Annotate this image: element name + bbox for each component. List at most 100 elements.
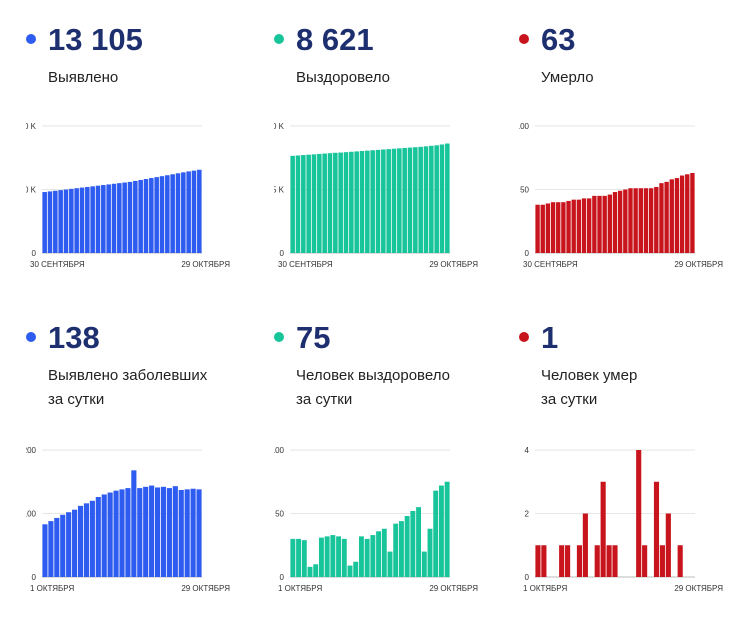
bar: [324, 536, 330, 577]
bar: [111, 183, 117, 253]
bar: [101, 494, 107, 577]
bar: [336, 536, 342, 577]
recovered-chart: 10 K 5 K 0 30 СЕНТЯБРЯ 29 ОКТЯБРЯ: [274, 122, 478, 269]
bar: [571, 199, 576, 253]
bar: [642, 545, 648, 577]
bar: [127, 181, 133, 253]
legend-dot: [274, 34, 284, 44]
panel-died-daily: 1 Человек умер за сутки 4 2 0 1 ОКТЯБРЯ 29 О…: [519, 320, 737, 620]
y-tick-label: 100: [26, 510, 37, 519]
bar: [54, 517, 60, 577]
bar: [576, 199, 582, 253]
bar: [612, 545, 618, 577]
y-tick-label: 100: [274, 446, 285, 455]
bar: [535, 204, 540, 253]
bar: [576, 545, 583, 577]
bar: [327, 153, 333, 253]
bar: [381, 149, 386, 253]
bar: [679, 175, 685, 253]
bar: [421, 551, 427, 577]
bar: [160, 486, 167, 577]
died-label: Умерло: [541, 69, 594, 86]
bar: [423, 146, 429, 253]
bar: [354, 151, 359, 253]
panel-died: 63 Умерло 100 50 0 30 СЕНТЯБРЯ 29 ОКТЯБРЯ: [519, 22, 737, 322]
bar: [296, 538, 302, 577]
bar: [606, 545, 612, 577]
bar: [370, 535, 376, 577]
bar: [358, 536, 364, 577]
bar: [393, 523, 399, 577]
bar: [359, 151, 365, 253]
bar: [594, 545, 600, 577]
died-daily-label-line2: за сутки: [541, 391, 598, 408]
panel-detected-daily: 138 Выявлено заболевших за сутки 200 100 0…: [26, 320, 261, 620]
bar: [643, 188, 649, 253]
bar: [83, 503, 90, 577]
recovered-daily-label-line1: Человек выздоровело: [296, 367, 450, 384]
bar: [416, 507, 422, 577]
detected-daily-label-line1: Выявлено заболевших: [48, 367, 208, 384]
bar: [58, 190, 63, 253]
panel-detected: 13 105 Выявлено 20 K 10 K 0 30 СЕНТЯБРЯ 29 О…: [26, 22, 261, 322]
bar: [301, 155, 306, 253]
bar: [143, 486, 149, 577]
bar: [133, 180, 138, 253]
detected-daily-chart: 200 100 0 1 ОКТЯБРЯ 29 ОКТЯБРЯ: [26, 446, 230, 593]
bar: [149, 485, 155, 577]
bar: [674, 178, 680, 253]
bar: [307, 566, 313, 577]
bar: [66, 512, 72, 577]
recovered-daily-value: 75: [296, 320, 331, 355]
y-tick-label: 10 K: [274, 122, 285, 131]
bar: [413, 147, 418, 253]
bar: [197, 169, 202, 253]
bar: [690, 172, 695, 253]
bar: [444, 481, 450, 577]
bar: [47, 191, 53, 253]
bar: [607, 194, 613, 253]
bar: [612, 192, 618, 253]
detected-daily-value: 138: [48, 320, 100, 355]
bar: [53, 190, 58, 253]
bar: [131, 470, 137, 577]
legend-dot: [26, 332, 36, 342]
bar: [387, 551, 393, 577]
bar: [95, 185, 101, 253]
bar: [196, 489, 202, 577]
bar: [101, 185, 106, 253]
bar: [636, 450, 642, 577]
bar: [587, 198, 592, 253]
y-tick-label: 0: [525, 573, 530, 582]
x-tick-label-start: 1 ОКТЯБРЯ: [278, 584, 322, 593]
bar: [60, 514, 66, 577]
bar: [556, 202, 561, 253]
x-tick-label-end: 29 ОКТЯБРЯ: [674, 260, 723, 269]
y-tick-label: 5 K: [274, 186, 285, 195]
bar: [290, 538, 296, 577]
bar: [638, 188, 643, 253]
bar: [311, 154, 317, 253]
bar: [398, 521, 404, 577]
bar: [659, 183, 664, 253]
bar: [42, 192, 47, 253]
bar: [535, 545, 541, 577]
y-tick-label: 200: [26, 446, 37, 455]
x-tick-label-start: 30 СЕНТЯБРЯ: [523, 260, 578, 269]
legend-dot: [26, 34, 36, 44]
bar: [540, 204, 545, 253]
died-daily-chart: 4 2 0 1 ОКТЯБРЯ 29 ОКТЯБРЯ: [523, 446, 723, 593]
bar: [95, 496, 101, 577]
bar: [42, 524, 48, 577]
y-tick-label: 0: [280, 573, 285, 582]
bar: [438, 485, 444, 577]
x-tick-label-end: 29 ОКТЯБРЯ: [429, 584, 478, 593]
bar: [429, 145, 434, 253]
detected-label: Выявлено: [48, 69, 119, 86]
bar: [106, 184, 111, 253]
bar: [125, 488, 131, 577]
recovered-daily-chart: 100 50 0 1 ОКТЯБРЯ 29 ОКТЯБРЯ: [274, 446, 478, 593]
bar: [550, 202, 556, 253]
bar: [433, 490, 439, 577]
bar: [119, 489, 125, 577]
